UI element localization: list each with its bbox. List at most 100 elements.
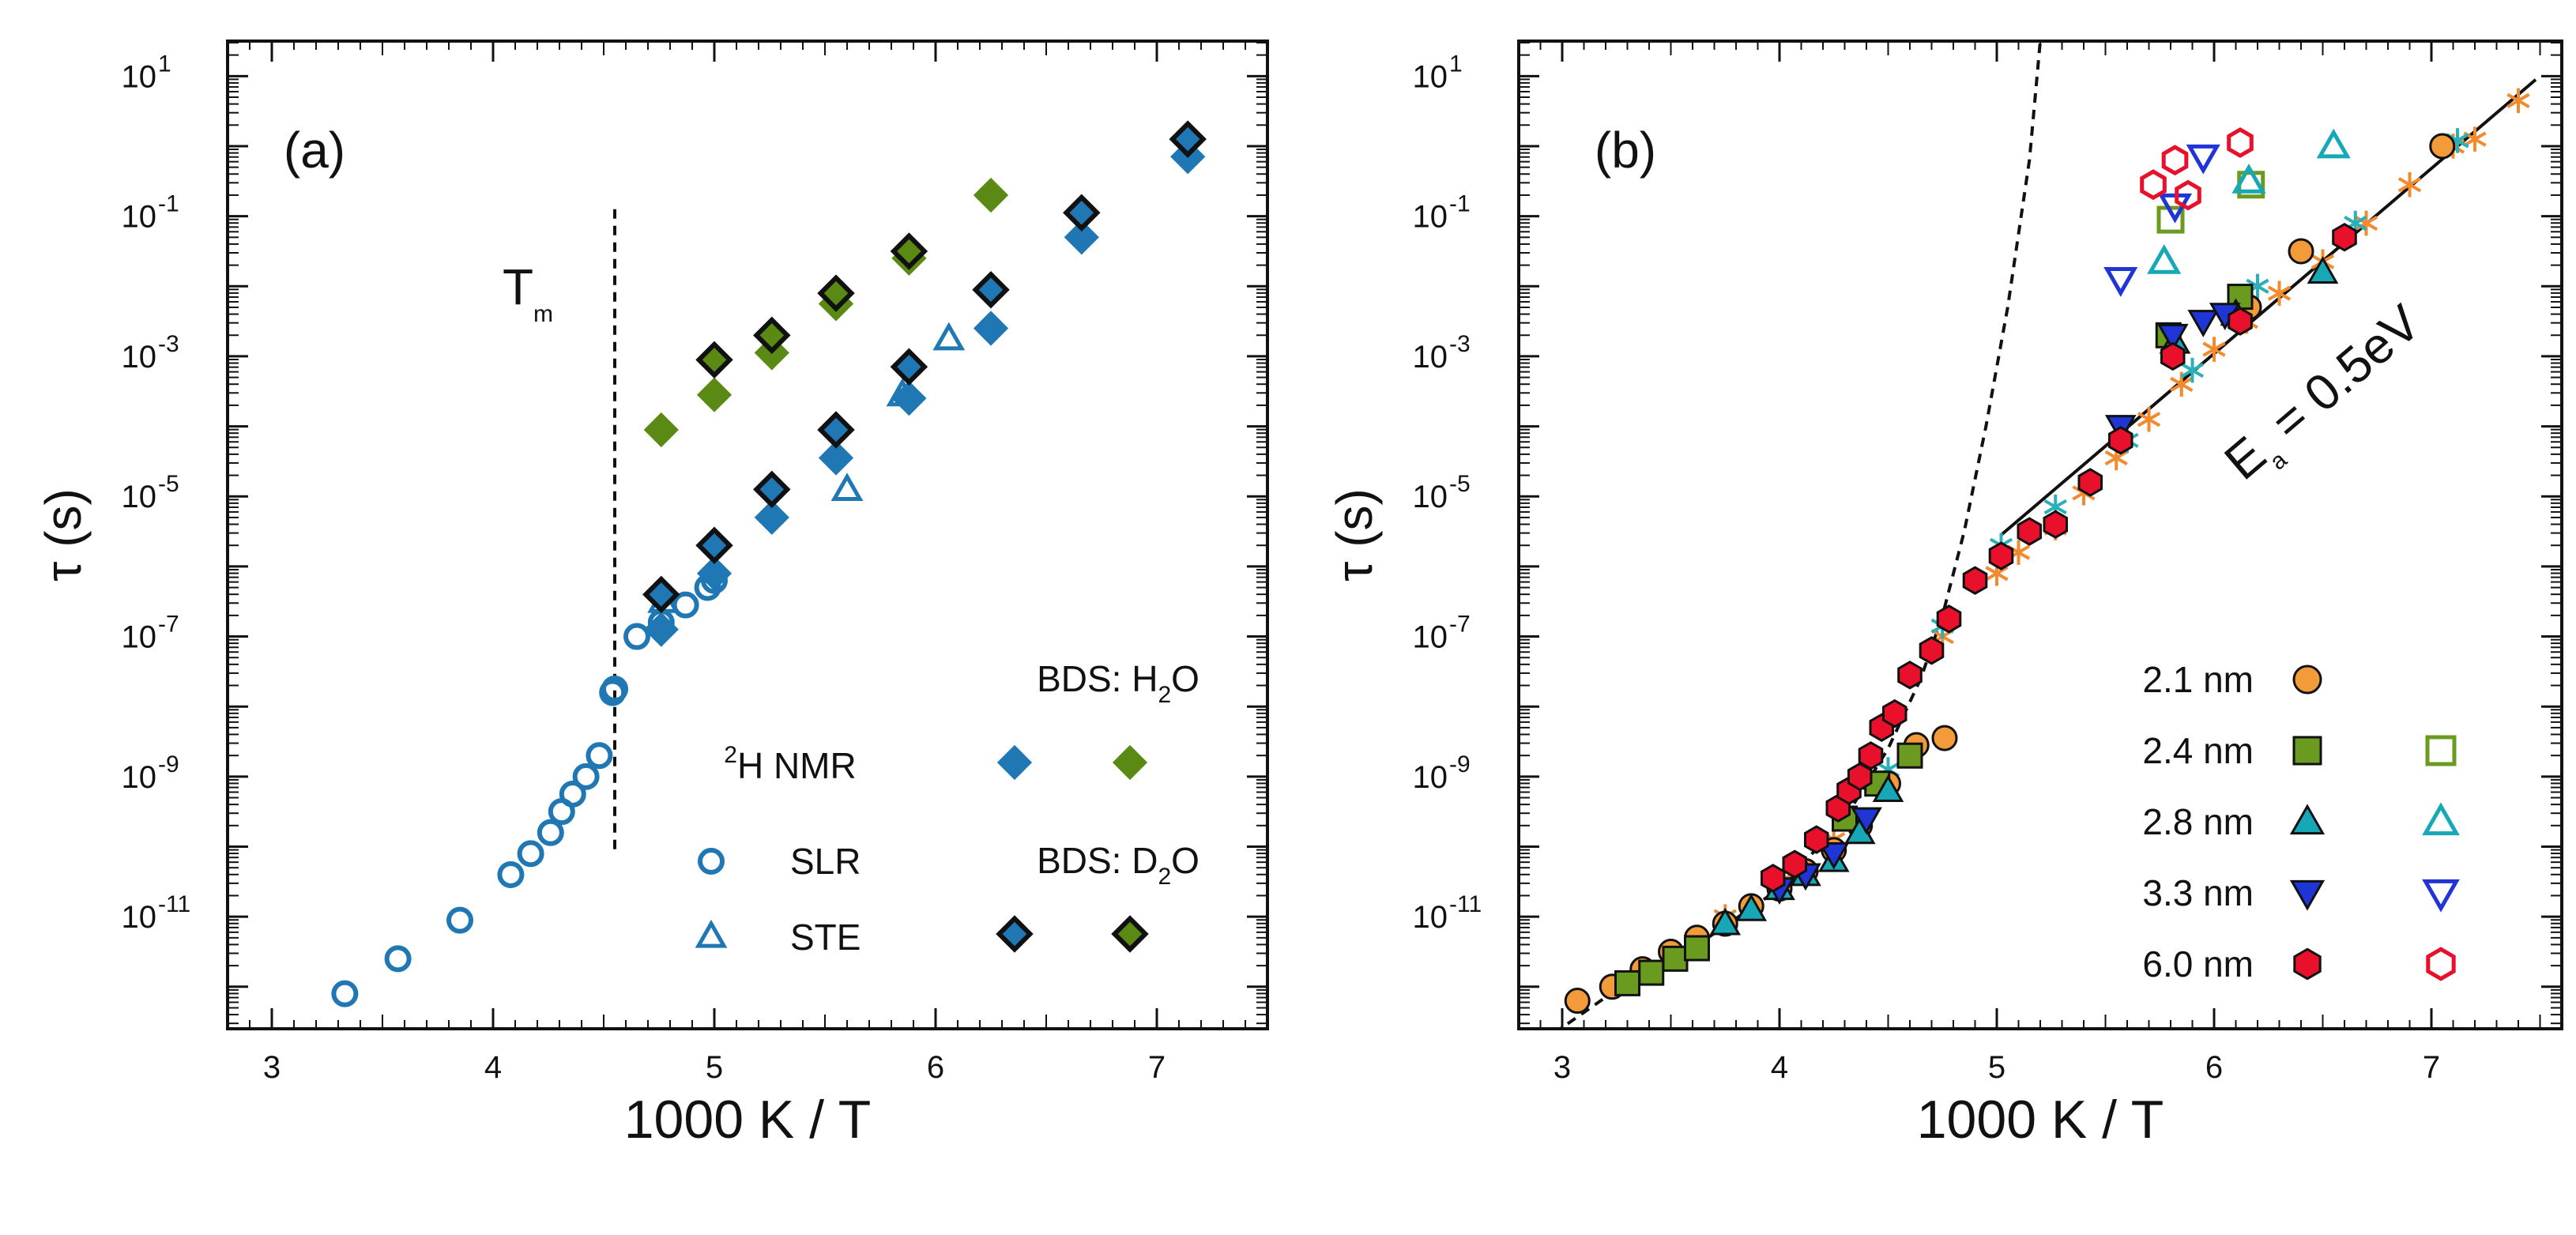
data-point-stroke — [1985, 566, 2009, 582]
data-point — [1804, 825, 1829, 854]
y-tick-label: 10 — [122, 900, 157, 935]
data-point — [2137, 406, 2161, 432]
data-point — [695, 341, 733, 379]
data-point — [2017, 517, 2042, 546]
data-point — [2316, 128, 2351, 159]
legend-filled-marker — [2293, 947, 2322, 981]
data-point — [973, 311, 1009, 346]
panel-label: (b) — [1595, 122, 1656, 179]
data-point — [890, 232, 928, 270]
data-point — [2161, 145, 2189, 176]
y-tick-label: 10 — [1413, 340, 1448, 375]
data-point — [1931, 725, 1958, 751]
legend-open-marker — [2425, 735, 2457, 766]
legend-open-marker — [2426, 947, 2456, 981]
data-point — [1761, 864, 1786, 893]
data-point — [2227, 127, 2254, 158]
legend-bds-d2o-title: BDS: D2O — [1037, 840, 1199, 890]
data-point — [696, 377, 733, 412]
legend-item-label: 6.0 nm — [2142, 943, 2254, 985]
data-point — [1872, 774, 1904, 803]
data-point — [586, 742, 613, 770]
legend-d2o-blue-marker — [996, 915, 1034, 953]
x-tick-label: 5 — [706, 1050, 723, 1085]
data-point — [384, 945, 412, 973]
x-axis-label: 1000 K / T — [1917, 1090, 2164, 1150]
plot-frame — [226, 40, 1269, 1030]
data-point — [1735, 894, 1768, 921]
legend-item-label: 2.8 nm — [2142, 801, 2254, 842]
data-point — [643, 412, 679, 448]
legend-filled-marker — [2289, 879, 2326, 911]
data-point — [2267, 281, 2292, 306]
data-point — [891, 381, 927, 416]
y-tick-exponent: -11 — [1449, 891, 1482, 917]
data-point — [2147, 243, 2182, 274]
legend-nmr-text: H NMR — [737, 745, 857, 786]
data-point — [642, 575, 680, 614]
data-point — [2186, 144, 2220, 175]
data-point — [1614, 970, 1640, 996]
data-point — [890, 348, 928, 386]
legend-h2o-green-marker — [1112, 744, 1148, 781]
data-point — [1638, 959, 1665, 986]
legend-bds-h2o-prefix: BDS: H — [1037, 658, 1158, 699]
data-point-stroke — [2354, 215, 2378, 232]
x-tick-label: 3 — [1554, 1050, 1571, 1085]
data-point — [817, 411, 855, 449]
data-point — [1063, 194, 1101, 232]
legend-bds-h2o-sub: 2 — [1158, 682, 1171, 708]
y-tick-label: 10 — [1413, 59, 1448, 94]
data-point — [695, 526, 733, 565]
legend-bds-d2o-sub: 2 — [1158, 864, 1171, 890]
data-point — [1782, 849, 1807, 879]
data-point — [2077, 468, 2103, 497]
legend-h2o-blue-marker — [996, 744, 1033, 781]
legend-nmr-title: 2H NMR — [724, 742, 856, 786]
data-point — [1882, 698, 1908, 729]
data-point — [2307, 256, 2339, 284]
data-point — [818, 440, 854, 476]
legend-filled-marker — [2292, 736, 2322, 766]
legend-bds-d2o-prefix: BDS: D — [1037, 840, 1158, 881]
data-point — [2187, 310, 2220, 337]
data-point — [2397, 171, 2422, 198]
legend-item-label: 3.3 nm — [2142, 872, 2254, 913]
y-tick-label: 10 — [122, 620, 157, 655]
y-tick-label: 10 — [122, 760, 157, 795]
data-point — [1936, 604, 1962, 634]
data-point — [753, 470, 791, 509]
y-tick-label: 10 — [122, 340, 157, 375]
data-point-stroke — [2397, 177, 2422, 193]
data-point — [2288, 238, 2314, 265]
data-point — [1064, 220, 1099, 255]
series-bds-d2o-green — [695, 232, 928, 379]
data-point — [572, 762, 600, 790]
y-tick-exponent: -9 — [1449, 751, 1471, 778]
y-tick-exponent: -1 — [1449, 191, 1471, 217]
data-point — [1851, 807, 1882, 835]
data-point — [973, 177, 1009, 213]
y-tick-exponent: -5 — [158, 471, 179, 497]
data-point — [559, 781, 586, 808]
data-point — [1858, 741, 1884, 770]
legend-filled-marker — [2289, 804, 2326, 835]
series-6-0-nm-open — [2140, 127, 2254, 211]
data-point — [2043, 510, 2068, 539]
legend-bds-h2o-title: BDS: H2O — [1037, 658, 1199, 708]
legend-item-label: 2.1 nm — [2142, 659, 2254, 700]
data-point — [643, 612, 679, 647]
data-point — [1847, 762, 1873, 792]
data-point — [537, 819, 564, 846]
series-2-4-nm-filled — [1614, 284, 2254, 996]
data-point — [2202, 337, 2226, 362]
y-tick-exponent: 1 — [158, 51, 171, 77]
data-point — [1564, 988, 1591, 1015]
data-point-stroke — [2170, 376, 2194, 393]
x-axis-label: 1000 K / T — [624, 1090, 872, 1150]
x-tick-label: 7 — [2423, 1050, 2440, 1085]
data-point — [497, 860, 525, 888]
